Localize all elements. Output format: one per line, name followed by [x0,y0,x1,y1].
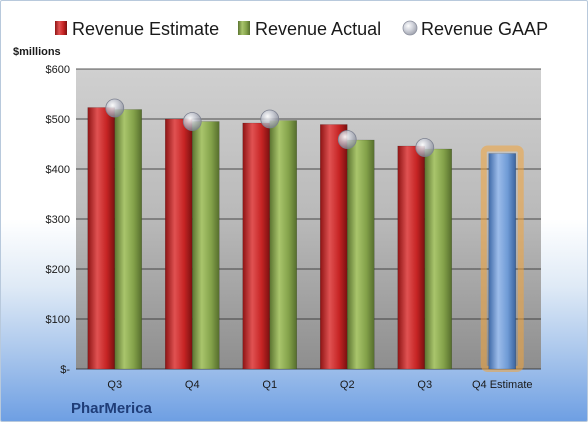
marker-revenue-gaap [182,112,202,131]
bars [87,107,516,370]
y-tick-label: $600 [46,64,70,76]
x-tick-label: Q1 [262,379,277,391]
y-tick-label: $300 [46,214,70,226]
bar-revenue-actual [347,139,375,370]
bar-revenue-actual [114,109,142,370]
bar-revenue-actual [269,120,297,370]
bar-revenue-actual [192,121,220,370]
x-tick-label: Q2 [340,379,355,391]
gridlines [76,68,541,370]
y-tick-label: $400 [46,164,70,176]
legend-label-gaap: Revenue GAAP [421,19,548,39]
y-axis-unit-label: $millions [13,46,61,58]
marker-revenue-gaap [260,109,280,129]
legend-swatch-actual [238,21,250,35]
bar-revenue-estimate [87,107,115,370]
chart-legend: Revenue Estimate Revenue Actual Revenue … [55,19,548,39]
y-tick-label: $500 [46,114,70,126]
x-axis-ticks: Q3 Q4 Q1 Q2 Q3 Q4 Estimate [107,379,532,391]
y-tick-label: $- [60,364,70,376]
legend-item-revenue-actual: Revenue Actual [238,19,381,39]
x-tick-label: Q3 [107,379,122,391]
bar-revenue-estimate [397,145,425,370]
bar-revenue-estimate [165,118,193,370]
company-name: PharMerica [71,400,153,417]
marker-revenue-gaap [415,138,435,157]
bar-revenue-forecast [488,153,516,370]
legend-item-revenue-estimate: Revenue Estimate [55,19,219,39]
marker-revenue-gaap [105,98,125,118]
marker-revenue-gaap [337,130,357,149]
x-tick-label: Q3 [417,379,432,391]
legend-item-revenue-gaap: Revenue GAAP [402,19,548,39]
y-tick-label: $100 [46,314,70,326]
y-tick-label: $200 [46,264,70,276]
legend-swatch-gaap [402,20,418,36]
legend-label-actual: Revenue Actual [255,19,381,39]
legend-swatch-estimate [55,21,67,35]
bar-revenue-estimate [320,124,348,370]
x-tick-label: Q4 Estimate [472,379,533,391]
gaap-markers [105,98,435,157]
bar-revenue-actual [424,148,452,370]
y-axis-ticks: $- $100 $200 $300 $400 $500 $600 [46,64,71,376]
bar-revenue-estimate [242,122,270,370]
x-tick-label: Q4 [185,379,200,391]
legend-label-estimate: Revenue Estimate [72,19,219,39]
